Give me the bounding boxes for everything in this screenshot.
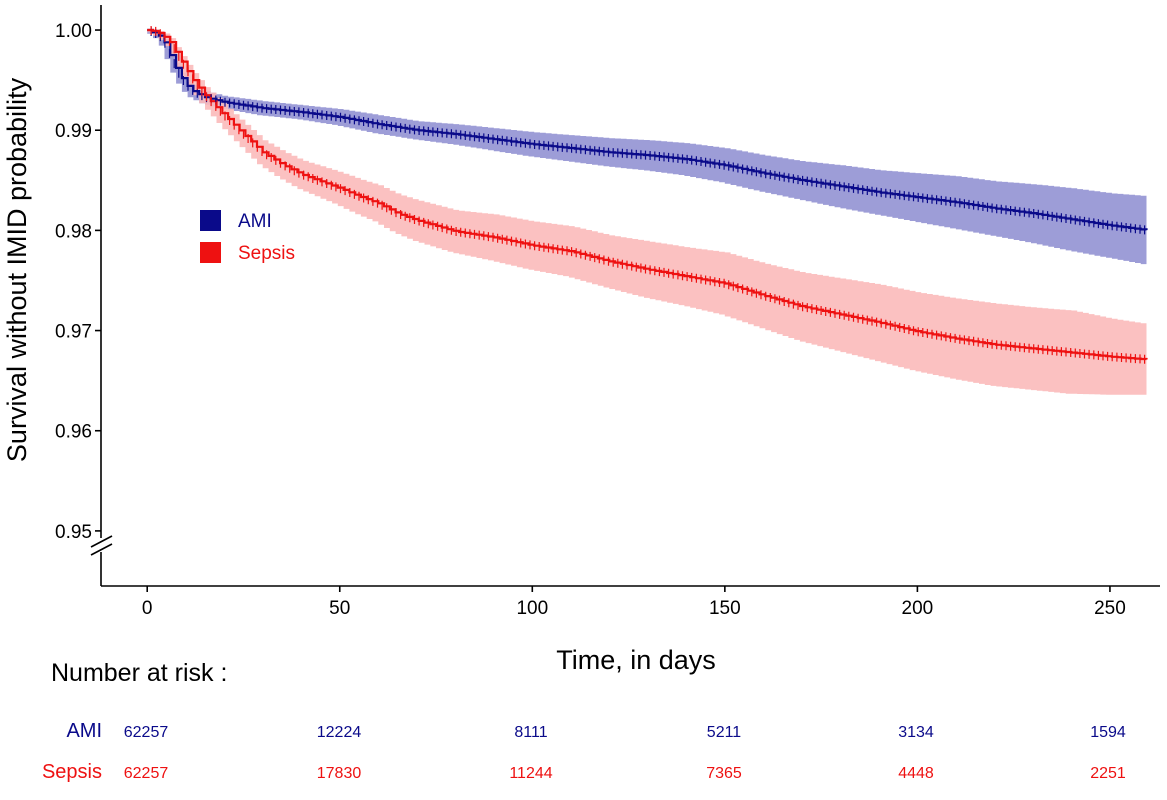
- risk-value: 62257: [124, 724, 169, 741]
- legend: AMI Sepsis: [200, 210, 295, 264]
- y-axis-title: Survival without IMID probability: [2, 77, 32, 462]
- x-axis-title: Time, in days: [556, 645, 716, 675]
- x-tick-label: 0: [142, 598, 153, 619]
- y-ticks: 1.00 0.99 0.98 0.97 0.96 0.95: [55, 21, 101, 543]
- risk-value: 4448: [898, 765, 934, 782]
- legend-swatch-sepsis: [200, 242, 221, 263]
- risk-table: Number at risk : AMI Sepsis 62257 12224 81…: [42, 659, 1126, 783]
- legend-label-sepsis: Sepsis: [238, 243, 295, 264]
- risk-value: 2251: [1090, 765, 1126, 782]
- y-tick-label: 1.00: [55, 21, 92, 42]
- risk-value: 62257: [124, 765, 169, 782]
- risk-value: 12224: [317, 724, 362, 741]
- y-tick-label: 0.95: [55, 522, 92, 543]
- sepsis-censor-marks: [150, 26, 1146, 364]
- x-axis: 0 50 100 150 200 250: [101, 585, 1160, 619]
- x-tick-label: 100: [516, 598, 548, 619]
- sepsis-confidence-band: [147, 30, 1147, 395]
- x-tick-label: 200: [902, 598, 934, 619]
- legend-swatch-ami: [200, 210, 221, 231]
- risk-value: 3134: [898, 724, 934, 741]
- axis-break-mark-1: [90, 535, 113, 548]
- risk-value: 7365: [706, 765, 742, 782]
- y-tick-label: 0.96: [55, 422, 92, 443]
- y-axis: 1.00 0.99 0.98 0.97 0.96 0.95: [55, 5, 113, 586]
- risk-row-values-sepsis: 62257 17830 11244 7365 4448 2251: [124, 765, 1126, 782]
- x-ticks: 0 50 100 150 200 250: [142, 586, 1126, 619]
- x-tick-label: 50: [329, 598, 350, 619]
- legend-label-ami: AMI: [238, 211, 272, 232]
- risk-value: 5211: [707, 724, 742, 741]
- risk-value: 17830: [317, 765, 362, 782]
- risk-row-name-sepsis: Sepsis: [42, 761, 102, 783]
- confidence-bands: [147, 30, 1147, 395]
- y-tick-label: 0.98: [55, 221, 92, 242]
- risk-row-values-ami: 62257 12224 8111 5211 3134 1594: [124, 724, 1126, 741]
- survival-curves: [147, 26, 1148, 364]
- risk-value: 8111: [514, 724, 547, 741]
- risk-value: 1594: [1090, 724, 1126, 741]
- x-tick-label: 150: [709, 598, 741, 619]
- y-tick-label: 0.97: [55, 322, 92, 343]
- y-tick-label: 0.99: [55, 121, 92, 142]
- axis-break-mark-2: [90, 543, 113, 556]
- risk-table-title: Number at risk :: [51, 659, 227, 687]
- x-tick-label: 250: [1094, 598, 1126, 619]
- risk-value: 11244: [509, 765, 552, 782]
- ami-confidence-band: [147, 30, 1147, 265]
- risk-row-name-ami: AMI: [66, 720, 102, 742]
